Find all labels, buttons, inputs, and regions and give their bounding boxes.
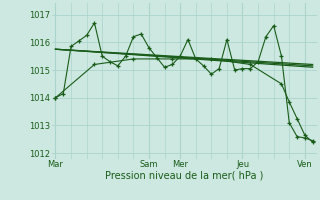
X-axis label: Pression niveau de la mer( hPa ): Pression niveau de la mer( hPa ) (105, 171, 263, 181)
